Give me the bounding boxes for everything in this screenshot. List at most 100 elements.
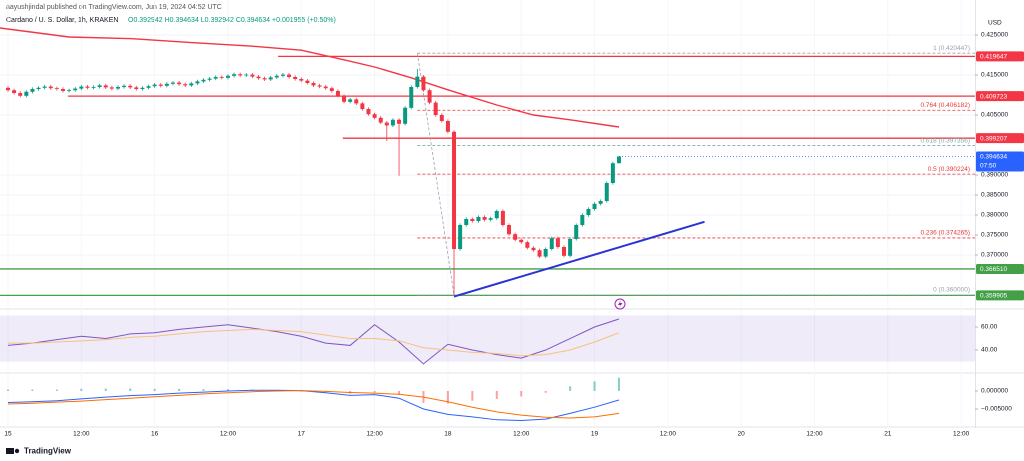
candle-body	[232, 74, 237, 76]
candle-body	[604, 183, 609, 201]
histogram-bar	[471, 390, 474, 401]
y-tick-label: 0.425000	[981, 32, 1008, 39]
histogram-bar	[178, 388, 181, 391]
candle-body	[54, 88, 59, 89]
fib-label: 0.236 (0.374265)	[920, 230, 970, 237]
candle-body	[79, 86, 84, 89]
candle-body	[6, 87, 11, 91]
histogram-bar	[31, 389, 34, 391]
candle-body	[183, 84, 188, 86]
histogram-bar	[104, 388, 107, 391]
countdown: 07:50	[980, 163, 997, 170]
histogram-bar	[495, 390, 498, 399]
candle-body	[403, 107, 408, 124]
candle-body	[348, 99, 353, 102]
trend-line	[453, 220, 705, 298]
currency: USD	[988, 20, 1002, 27]
candle-body	[48, 86, 53, 89]
candle-body	[225, 75, 230, 78]
indicator-line	[7, 318, 620, 365]
indicator-line	[7, 389, 620, 422]
event-icon-bolt	[618, 300, 623, 308]
candle-body	[494, 211, 499, 219]
candle-body	[342, 95, 347, 102]
last-price: 0.394634	[980, 154, 1007, 161]
candle-body	[250, 74, 255, 77]
candle-body	[134, 87, 139, 89]
histogram-bar	[7, 389, 10, 391]
candle-body	[274, 75, 279, 78]
candle-body	[537, 250, 542, 257]
x-tick-label: 12:00	[660, 431, 677, 438]
candle-body	[128, 85, 133, 88]
candle-body	[36, 87, 41, 89]
level-price: 0.359905	[980, 293, 1007, 300]
histogram-bar	[373, 390, 376, 393]
candle-body	[384, 122, 389, 126]
candle-body	[238, 74, 243, 76]
histogram-bar	[202, 389, 205, 391]
candle-body	[507, 225, 512, 235]
fib-label: 0.618 (0.397356)	[920, 137, 970, 144]
candle-body	[580, 215, 585, 225]
candle-body	[256, 76, 261, 79]
x-tick-label: 19	[591, 431, 599, 438]
candle-body	[219, 77, 224, 78]
x-tick-label: 21	[884, 431, 892, 438]
x-tick-label: 16	[151, 431, 159, 438]
candle-body	[549, 238, 554, 249]
histogram-bar	[520, 390, 523, 397]
candle-body	[91, 87, 96, 88]
indicator-line	[7, 390, 620, 419]
candle-body	[177, 82, 182, 85]
level-price: 0.366510	[980, 266, 1007, 273]
author-line: aayushjindal published on TradingView.co…	[6, 4, 222, 11]
x-tick-label: 12:00	[366, 431, 383, 438]
candle-body	[470, 219, 475, 221]
level-price-box	[976, 51, 1024, 62]
candle-body	[329, 88, 334, 91]
candle-body	[378, 117, 383, 123]
candle-body	[445, 121, 450, 132]
candle-body	[201, 79, 206, 82]
x-tick-label: 12:00	[513, 431, 530, 438]
histogram-bar	[300, 390, 303, 392]
x-tick-label: 20	[738, 431, 746, 438]
candle-body	[415, 76, 420, 87]
level-price-box	[976, 91, 1024, 102]
candle-body	[561, 247, 566, 256]
candle-body	[287, 74, 292, 77]
x-tick-label: 12:00	[220, 431, 237, 438]
candle-body	[397, 119, 402, 124]
event-icon[interactable]	[614, 298, 626, 310]
indicator-line	[8, 328, 620, 357]
fib-anchor	[416, 53, 455, 296]
candle-body	[164, 83, 169, 86]
level-price: 0.399207	[980, 135, 1007, 142]
candle-body	[482, 217, 487, 220]
histogram-bar	[129, 388, 132, 391]
y-tick-label: 40.00	[981, 347, 998, 354]
candle-body	[439, 115, 444, 121]
candle-body	[85, 86, 90, 88]
candle-body	[152, 84, 157, 87]
candle-body	[409, 87, 414, 108]
candle-body	[616, 156, 621, 164]
candle-body	[146, 86, 151, 88]
candle-body	[568, 239, 573, 256]
y-tick-label: 0.405000	[981, 112, 1008, 119]
x-tick-label: 12:00	[953, 431, 970, 438]
candle-body	[513, 234, 518, 240]
candle-body	[464, 219, 469, 225]
candle-body	[42, 86, 47, 88]
candle-body	[262, 78, 267, 80]
candle-body	[158, 84, 163, 86]
candle-body	[140, 87, 145, 89]
moving-average	[0, 27, 620, 128]
candle-body	[60, 89, 65, 91]
candle-body	[427, 90, 432, 103]
candle-body	[335, 91, 340, 96]
candle-body	[543, 249, 548, 257]
